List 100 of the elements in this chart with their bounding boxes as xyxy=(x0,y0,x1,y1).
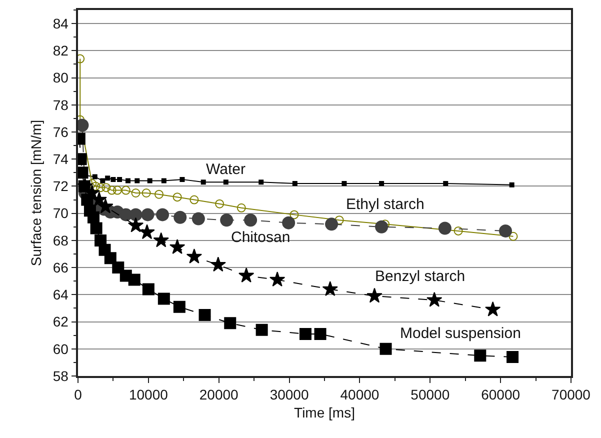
point xyxy=(129,208,142,222)
y-tick-label: 82 xyxy=(52,42,69,59)
point xyxy=(256,324,268,336)
point xyxy=(156,208,170,222)
point xyxy=(220,214,234,227)
point xyxy=(169,239,186,254)
point xyxy=(200,180,206,185)
point xyxy=(474,350,486,362)
point xyxy=(126,178,130,184)
y-tick-label: 80 xyxy=(52,70,69,86)
point xyxy=(244,214,258,227)
series-label: Benzyl starch xyxy=(375,268,466,285)
point xyxy=(508,232,518,241)
point xyxy=(236,203,246,212)
point xyxy=(215,199,224,208)
y-tick-label: 64 xyxy=(52,286,69,303)
point xyxy=(224,317,236,330)
y-tick-label: 74 xyxy=(52,151,69,168)
point xyxy=(105,176,110,181)
series-label: Model suspension xyxy=(400,325,521,342)
point xyxy=(98,198,114,214)
point xyxy=(443,181,448,186)
point xyxy=(154,190,164,199)
series-label: Ethyl starch xyxy=(346,196,424,213)
point xyxy=(499,224,512,238)
point xyxy=(426,292,442,307)
point xyxy=(192,212,205,226)
x-tick-label: 0 xyxy=(74,386,82,403)
point xyxy=(438,222,452,235)
point xyxy=(100,178,106,184)
point xyxy=(314,328,326,340)
point xyxy=(299,328,312,340)
point xyxy=(174,210,187,224)
series-label: Water xyxy=(206,161,246,178)
y-tick-label: 68 xyxy=(52,232,69,248)
point xyxy=(142,283,154,296)
point xyxy=(131,188,140,198)
point xyxy=(87,211,100,224)
y-tick-label: 76 xyxy=(52,124,69,140)
point xyxy=(238,267,254,282)
point xyxy=(96,183,106,192)
point xyxy=(485,301,501,316)
point xyxy=(139,224,155,240)
point xyxy=(112,186,122,195)
point xyxy=(509,182,514,188)
point xyxy=(78,180,90,192)
point xyxy=(102,183,111,192)
x-tick-label: 40000 xyxy=(340,386,380,403)
y-tick-label: 72 xyxy=(52,178,69,194)
point xyxy=(134,178,140,184)
point xyxy=(117,176,122,182)
point xyxy=(282,216,296,230)
y-axis-title: Surface tension [mN/m] xyxy=(28,120,44,266)
series-label: Chitosan xyxy=(231,229,290,246)
point xyxy=(107,186,116,195)
point xyxy=(128,217,144,232)
point xyxy=(172,192,182,202)
point xyxy=(141,208,154,222)
point xyxy=(121,186,130,195)
x-axis-title: Time [ms] xyxy=(294,404,355,420)
point xyxy=(153,232,169,248)
x-tick-label: 20000 xyxy=(199,386,239,403)
point xyxy=(454,226,463,236)
point xyxy=(375,220,388,234)
point xyxy=(92,174,98,180)
x-tick-label: 70000 xyxy=(552,386,591,403)
point xyxy=(292,181,298,186)
x-tick-label: 50000 xyxy=(410,386,450,403)
y-tick-label: 70 xyxy=(52,205,69,222)
point xyxy=(128,274,140,286)
y-tick-label: 78 xyxy=(52,96,69,113)
x-tick-label: 60000 xyxy=(481,386,520,403)
point xyxy=(180,176,185,182)
x-tick-label: 30000 xyxy=(270,386,309,403)
point xyxy=(258,180,264,185)
y-tick-label: 84 xyxy=(52,15,69,32)
x-tick-label: 10000 xyxy=(128,386,168,403)
point xyxy=(110,176,116,182)
point xyxy=(506,351,519,364)
point xyxy=(104,252,116,264)
y-tick-label: 66 xyxy=(52,259,69,276)
point xyxy=(379,181,384,186)
point xyxy=(366,288,382,303)
y-tick-label: 58 xyxy=(52,368,69,384)
point xyxy=(380,342,392,355)
point xyxy=(173,300,186,313)
point xyxy=(210,256,226,272)
point xyxy=(290,210,299,220)
point xyxy=(198,309,211,321)
point xyxy=(158,292,170,305)
point xyxy=(142,188,151,198)
y-tick-label: 60 xyxy=(52,340,69,357)
y-tick-label: 62 xyxy=(52,314,69,330)
point xyxy=(223,180,228,185)
point xyxy=(161,178,166,184)
point xyxy=(88,179,97,188)
point xyxy=(190,195,199,204)
point xyxy=(342,181,347,186)
point xyxy=(334,216,344,225)
point xyxy=(90,222,102,234)
